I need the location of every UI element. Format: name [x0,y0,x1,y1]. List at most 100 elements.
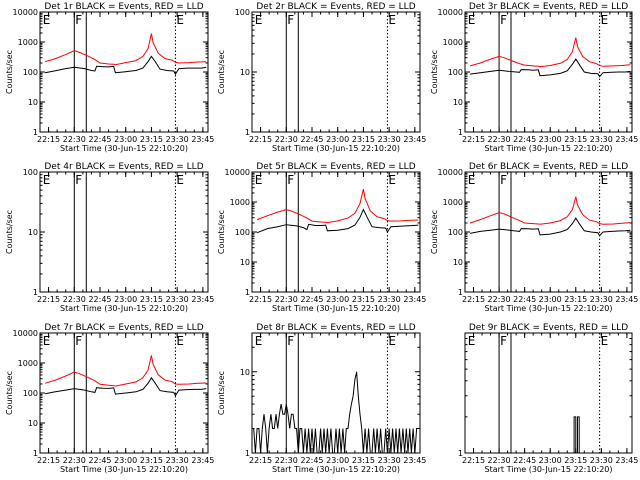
y-tick-label: 1 [245,288,250,297]
panel-title: Det 2r BLACK = Events, RED = LLD [256,2,415,12]
y-tick-label: 10000 [438,168,463,177]
x-tick-label: 22:45 [300,135,323,144]
time-marker-label: F [287,13,294,27]
time-marker-label: F [75,334,82,348]
x-tick-label: 22:45 [88,295,111,304]
x-tick-label: 22:30 [275,295,298,304]
detector-panel-6: Det 6r BLACK = Events, RED = LLD 1 10 100 10… [430,162,638,313]
x-tick-label: 22:45 [88,135,111,144]
time-marker-label: F [75,173,82,187]
x-tick-label: 22:30 [63,135,86,144]
y-tick-label: 10000 [225,168,250,177]
time-marker-label: F [500,334,507,348]
series-events-line [256,208,419,234]
x-tick-label: 22:15 [37,135,60,144]
y-tick-label: 1 [458,449,463,458]
series-lld-line [44,33,207,66]
y-tick-label: 1 [245,128,250,137]
series-events-line [45,55,207,76]
y-tick-label: 100 [448,68,463,77]
time-marker-label: E [43,334,51,348]
x-tick-label: 22:15 [249,135,272,144]
y-axis-label: Counts/sec [5,371,14,415]
x-tick-label: 23:30 [166,135,189,144]
x-tick-label: 23:15 [140,295,163,304]
y-tick-label: 100 [23,68,38,77]
x-tick-label: 23:30 [166,295,189,304]
x-axis-label: Start Time (30-Jun-15 22:10:20) [272,304,400,313]
y-tick-label: 1000 [443,198,463,207]
x-tick-label: 23:00 [114,295,137,304]
series-lld-line [469,196,631,225]
y-axis-label: Counts/sec [217,210,226,254]
time-marker-label: F [500,173,507,187]
x-tick-label: 22:15 [462,135,485,144]
x-axis-label: Start Time (30-Jun-15 22:10:20) [485,465,613,474]
series-events-line [470,217,631,237]
detector-panel-8: Det 8r BLACK = Events, RED = LLD 1 10 22:15… [217,323,426,474]
panel-title: Det 7r BLACK = Events, RED = LLD [44,323,203,333]
y-tick-label: 1 [33,288,38,297]
x-tick-label: 22:30 [63,456,86,465]
x-tick-label: 22:15 [462,295,485,304]
x-tick-label: 23:15 [140,456,163,465]
x-tick-label: 22:45 [513,295,536,304]
y-axis-label: Counts/sec [430,210,439,254]
x-tick-label: 23:15 [352,135,375,144]
plot-frame [464,11,633,133]
panel-title: Det 1r BLACK = Events, RED = LLD [44,2,203,12]
x-tick-label: 23:45 [191,456,214,465]
time-marker-label: E [468,173,476,187]
y-tick-label: 10 [453,98,463,107]
time-marker-label: E [468,334,476,348]
series-lld-line [469,37,631,68]
x-tick-label: 23:00 [539,456,562,465]
x-axis-label: Start Time (30-Jun-15 22:10:20) [60,304,188,313]
x-axis-label: Start Time (30-Jun-15 22:10:20) [485,304,613,313]
panel-title: Det 5r BLACK = Events, RED = LLD [256,162,415,172]
x-tick-label: 23:00 [114,456,137,465]
y-tick-label: 1000 [443,38,463,47]
panel-title: Det 6r BLACK = Events, RED = LLD [469,162,628,172]
x-tick-label: 23:15 [352,295,375,304]
y-tick-label: 1 [33,449,38,458]
x-tick-label: 22:30 [488,295,511,304]
series-lld-line [44,355,207,387]
x-tick-label: 22:15 [249,295,272,304]
x-tick-label: 23:00 [326,456,349,465]
x-tick-label: 23:45 [615,295,638,304]
y-tick-label: 100 [235,8,250,17]
series-lld-line [256,188,419,224]
x-tick-label: 23:30 [590,135,613,144]
x-tick-label: 22:45 [300,295,323,304]
x-tick-label: 23:30 [590,295,613,304]
time-marker-label: E [255,173,263,187]
x-axis-label: Start Time (30-Jun-15 22:10:20) [485,144,613,153]
panel-title: Det 8r BLACK = Events, RED = LLD [256,323,415,333]
plot-frame [464,332,633,454]
y-tick-label: 10 [240,258,250,267]
detector-panel-4: Det 4r BLACK = Events, RED = LLD 1 10 100 22… [5,162,214,313]
detector-panel-1: Det 1r BLACK = Events, RED = LLD 1 10 100 10… [5,2,214,153]
x-tick-label: 22:30 [488,456,511,465]
y-tick-label: 100 [23,389,38,398]
x-tick-label: 23:15 [140,135,163,144]
y-tick-label: 10 [240,68,250,77]
x-tick-label: 23:30 [378,295,401,304]
x-tick-label: 23:30 [378,135,401,144]
y-tick-label: 10 [28,419,38,428]
x-tick-label: 22:30 [488,135,511,144]
time-marker-label: E [601,173,609,187]
x-tick-label: 22:45 [513,456,536,465]
time-marker-label: E [43,13,51,27]
x-tick-label: 23:00 [539,295,562,304]
x-tick-label: 22:15 [249,456,272,465]
detector-panel-7: Det 7r BLACK = Events, RED = LLD 1 10 100 10… [5,323,214,474]
x-tick-label: 22:45 [513,135,536,144]
time-marker-label: E [176,334,184,348]
x-tick-label: 23:15 [564,135,587,144]
x-tick-label: 23:15 [564,295,587,304]
y-axis-label: Counts/sec [217,371,226,415]
x-tick-label: 23:45 [403,135,426,144]
time-marker-label: E [601,13,609,27]
